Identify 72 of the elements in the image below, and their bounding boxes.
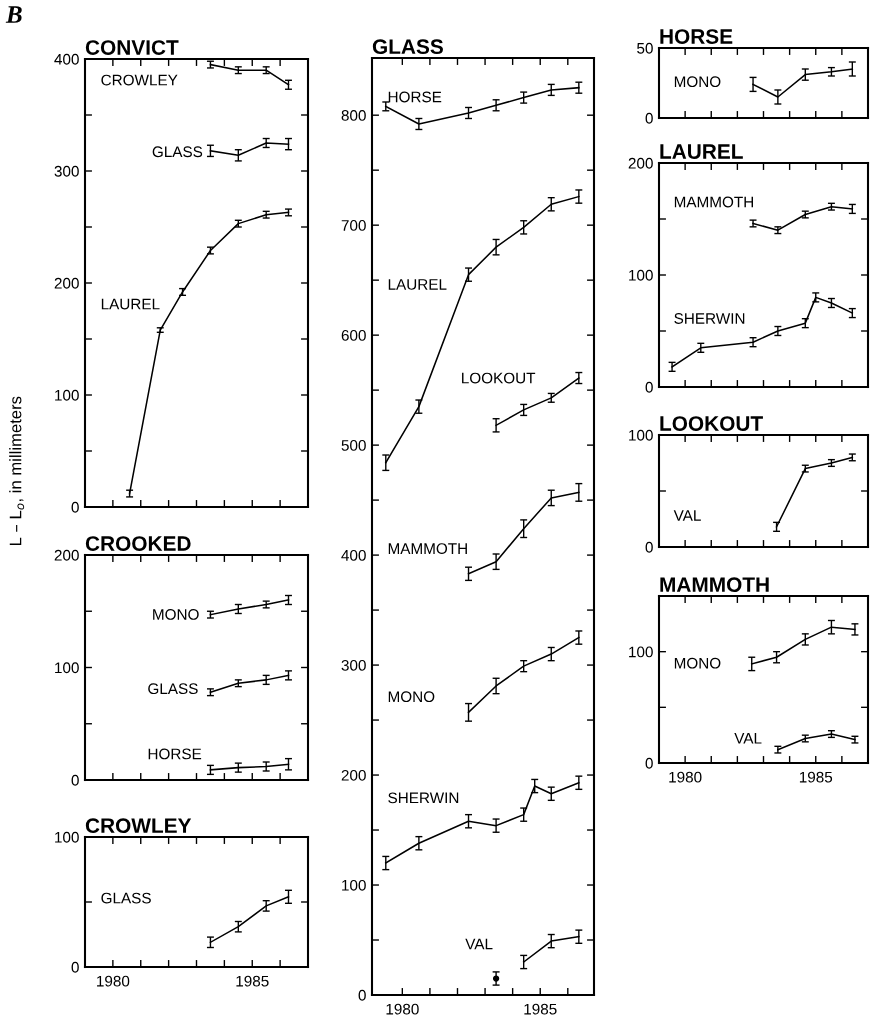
series-label: SHERWIN [674, 313, 745, 324]
text: MONO [674, 76, 721, 88]
series-label: VAL [734, 733, 762, 744]
y-tick-label: 100 [342, 879, 366, 891]
y-tick-label: 200 [54, 277, 79, 289]
y-tick-label: 300 [54, 165, 79, 177]
series-label: HORSE [388, 91, 442, 103]
line-series [385, 86, 580, 125]
line-series [752, 205, 854, 231]
chart-title: CROOKED [85, 536, 191, 551]
chart-title: LOOKOUT [660, 416, 763, 431]
series-label: MONO [153, 609, 199, 620]
line-series [209, 142, 290, 157]
x-tick-label: 1985 [524, 1003, 557, 1015]
series-label: MAMMOTH [388, 543, 467, 555]
text: B [5, 6, 22, 23]
series-label: LAUREL [101, 298, 160, 310]
y-axis-title: L – L$_{o}$, in millimeters [9, 396, 25, 546]
y-tick-label: 800 [341, 110, 366, 121]
text: MONO [674, 657, 721, 669]
chart-title: CROWLEY [85, 818, 192, 834]
y-tick-label: 100 [629, 429, 653, 441]
y-tick-label: 100 [629, 269, 653, 281]
y-tick-label: 200 [341, 769, 366, 781]
line-series [775, 456, 854, 528]
y-tick-label: 200 [628, 157, 653, 169]
line-series [209, 674, 290, 694]
text: VAL [673, 510, 701, 521]
chart-title: HORSE [660, 29, 733, 44]
x-tick-label: 1980 [97, 975, 130, 987]
series-label: SHERWIN [388, 792, 459, 804]
y-tick-label: 50 [637, 42, 653, 54]
y-tick-label: 100 [55, 831, 79, 843]
x-tick-label: 1980 [386, 1003, 419, 1015]
chart-title: MAMMOTH [660, 577, 769, 593]
chart-title: CONVICT [85, 40, 179, 55]
text: MONO [388, 691, 435, 703]
y-tick-label: 0 [645, 112, 653, 124]
chart-title: LAUREL [660, 144, 743, 159]
y-tick-label: 400 [341, 549, 366, 561]
y-tick-label: 0 [71, 774, 79, 786]
x-tick-label: 1985 [236, 975, 269, 987]
y-tick-label: 0 [645, 757, 653, 769]
y-tick-label: 0 [645, 381, 653, 393]
x-tick-label: 1980 [669, 771, 702, 783]
y-tick-label: 300 [341, 659, 366, 671]
x-tick-label: 1985 [799, 771, 833, 783]
y-tick-label: 700 [341, 220, 366, 231]
y-tick-label: 100 [55, 389, 79, 401]
y-tick-label: 100 [55, 662, 79, 674]
y-tick-label: 0 [71, 961, 79, 973]
text: VAL [465, 938, 493, 950]
y-tick-label: 0 [71, 501, 79, 513]
series-label: GLASS [152, 146, 203, 158]
line-series [209, 599, 290, 616]
legend-label: CROWLEY [101, 74, 178, 86]
series-label: LAUREL [388, 279, 447, 290]
y-tick-label: 400 [54, 53, 79, 65]
y-tick-label: 600 [341, 330, 366, 341]
line-series [671, 296, 854, 368]
y-tick-label: 200 [54, 549, 79, 561]
series-label: HORSE [148, 748, 202, 760]
series-label: GLASS [148, 683, 198, 695]
text: GLASS [101, 892, 151, 904]
y-tick-label: 0 [645, 541, 653, 553]
y-tick-label: 100 [629, 646, 653, 658]
y-tick-label: 0 [358, 989, 366, 1001]
series-label: MAMMOTH [674, 196, 753, 208]
chart-title: GLASS [372, 39, 443, 55]
y-tick-label: 500 [341, 439, 366, 451]
line-series [777, 733, 856, 751]
series-label: LOOKOUT [462, 372, 536, 384]
